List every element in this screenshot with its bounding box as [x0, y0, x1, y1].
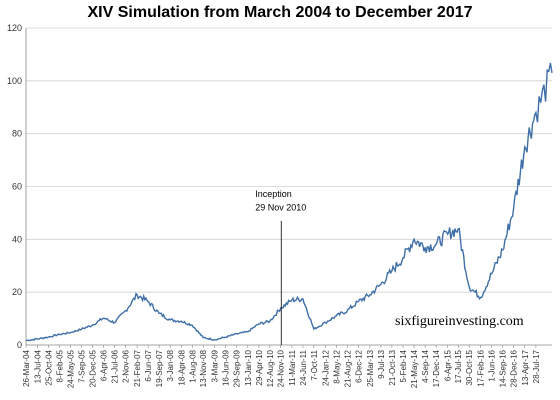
x-tick-label: 6-Dec-12 [354, 349, 363, 382]
x-tick-label: 20-Dec-05 [88, 349, 97, 387]
x-tick-label: 13-Nov-08 [199, 349, 208, 387]
x-tick-label: 17-Feb-16 [477, 349, 486, 386]
x-tick-label: 21-Aug-12 [343, 349, 352, 387]
x-tick-label: 3-Jan-08 [166, 349, 175, 381]
x-tick-label: 6-Apr-06 [100, 349, 109, 381]
x-tick-label: 13-Apr-17 [521, 349, 530, 385]
x-tick-label: 21-Jul-06 [111, 349, 120, 383]
x-tick-label: 24-Jan-12 [321, 349, 330, 386]
gridlines [26, 27, 552, 346]
y-tick-label: 80 [12, 129, 22, 139]
x-tick-label: 4-Sep-14 [421, 349, 430, 382]
x-tick-label: 26-Mar-04 [22, 349, 31, 386]
y-tick-label: 20 [12, 287, 22, 297]
inception-date-label: 29 Nov 2010 [255, 202, 306, 212]
x-tick-label: 11-Mar-11 [288, 349, 297, 385]
y-tick-label: 0 [17, 340, 22, 350]
y-tick-label: 40 [12, 234, 22, 244]
x-tick-label: 25-Mar-13 [366, 349, 375, 386]
x-tick-label: 25-Oct-04 [44, 349, 53, 385]
x-tick-label: 8-May-12 [332, 349, 341, 383]
series-line [25, 62, 553, 342]
x-tick-label: 12-Aug-10 [266, 349, 275, 387]
y-tick-label: 120 [7, 23, 22, 33]
x-tick-label: 17-Jul-15 [454, 349, 463, 383]
x-tick-label: 19-Sep-07 [155, 349, 164, 387]
x-tick-label: 5-Feb-14 [399, 349, 408, 382]
x-tick-label: 6-Jun-07 [144, 349, 153, 381]
x-tick-label: 29-Apr-10 [255, 349, 264, 385]
x-tick-label: 8-Feb-05 [55, 349, 64, 382]
x-tick-label: 28-Jul-17 [532, 349, 541, 383]
chart-title: XIV Simulation from March 2004 to Decemb… [87, 4, 473, 21]
x-tick-label: 7-Oct-11 [310, 349, 319, 380]
x-tick-label: 13-Jul-04 [33, 349, 42, 383]
x-tick-label: 6-Apr-15 [444, 349, 453, 381]
x-axis: 26-Mar-04 13-Jul-04 25-Oct-04 8-Feb-05 24-Ma… [22, 345, 541, 388]
x-tick-label: 28-Dec-16 [510, 349, 519, 387]
x-tick-label: 21-Feb-07 [133, 349, 142, 386]
y-tick-label: 100 [7, 76, 22, 86]
x-tick-label: 1-Aug-08 [188, 349, 197, 382]
x-tick-label: 29-Sep-09 [233, 349, 242, 387]
x-tick-label: 24-Nov-10 [277, 349, 286, 387]
x-tick-label: 1-Jun-16 [488, 349, 497, 381]
x-tick-label: 18-Apr-08 [177, 349, 186, 385]
x-tick-label: 13-Jan-10 [244, 349, 253, 386]
x-tick-label: 2-Nov-06 [122, 349, 131, 382]
x-tick-label: 16-Jun-09 [222, 349, 231, 386]
x-tick-label: 7-Sep-05 [77, 349, 86, 382]
watermark-text: sixfigureinvesting.com [395, 314, 524, 329]
x-tick-label: 9-Jul-13 [377, 349, 386, 378]
y-axis: 0 20 40 60 80 100 120 [7, 23, 27, 350]
x-tick-label: 24-Jun-11 [299, 349, 308, 385]
x-tick-label: 21-Oct-13 [388, 349, 397, 385]
x-tick-label: 14-Sep-16 [499, 349, 508, 387]
x-tick-label: 24-May-05 [66, 349, 75, 388]
x-tick-label: 17-Dec-14 [432, 349, 441, 387]
inception-label: Inception [255, 189, 292, 199]
x-tick-label: 3-Mar-09 [211, 349, 220, 382]
x-tick-label: 21-May-14 [410, 349, 419, 388]
x-tick-label: 30-Oct-15 [465, 349, 474, 385]
y-tick-label: 60 [12, 182, 22, 192]
